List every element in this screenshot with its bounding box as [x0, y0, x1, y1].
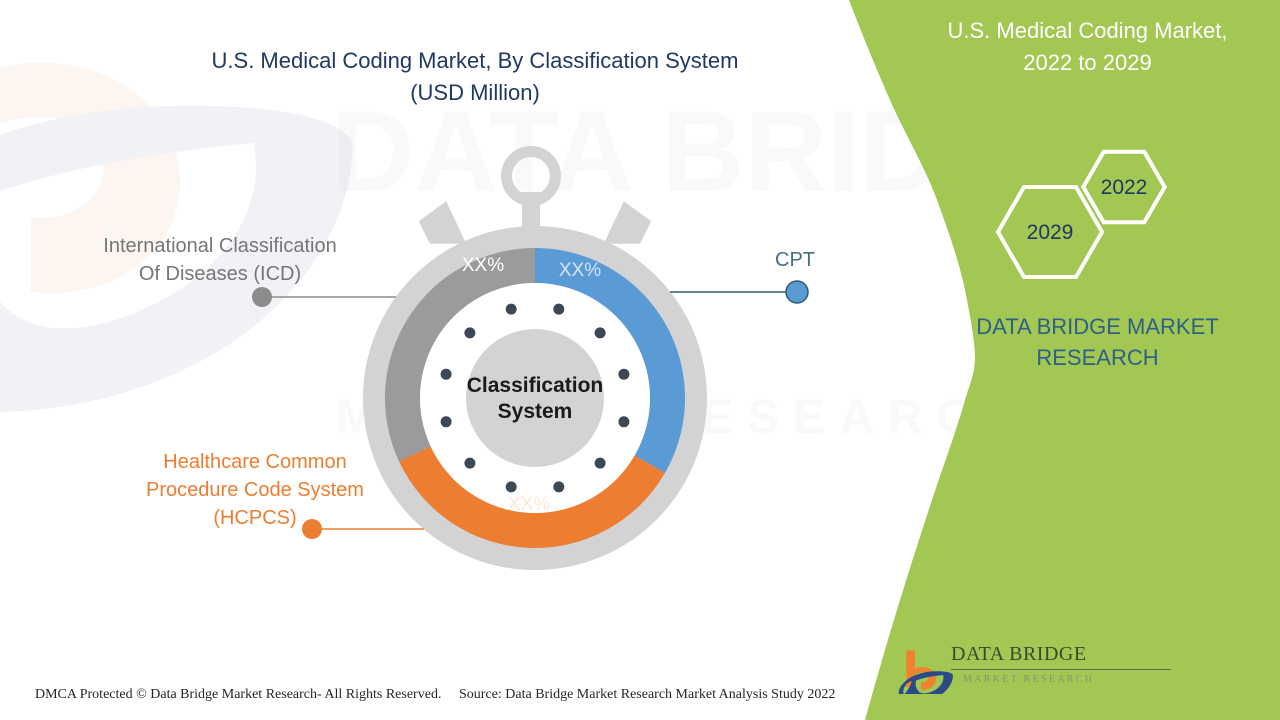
svg-text:2022: 2022 [1101, 176, 1148, 199]
svg-text:2029: 2029 [1027, 221, 1074, 244]
